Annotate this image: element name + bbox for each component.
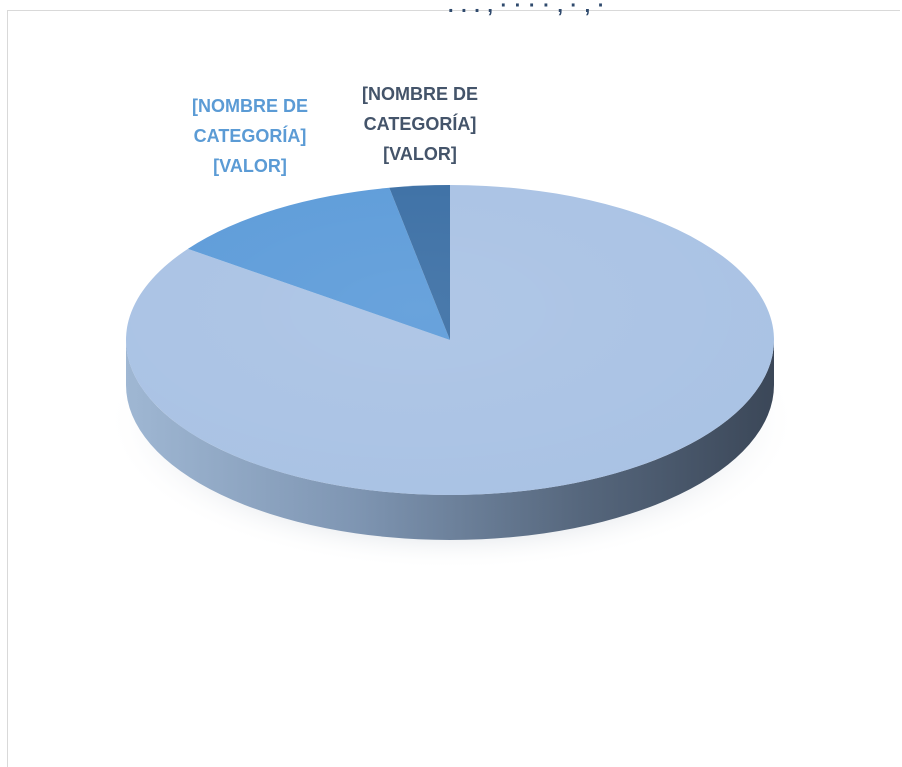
data-label-slice-3: [NOMBRE DE CATEGORÍA] [VALOR] — [362, 84, 478, 164]
pie-rim — [126, 340, 774, 540]
label-2-line-3: [VALOR] — [213, 156, 287, 176]
data-label-slice-2: [NOMBRE DE CATEGORÍA] [VALOR] — [192, 96, 308, 176]
label-2-line-2: CATEGORÍA] — [194, 125, 307, 146]
label-3-line-1: [NOMBRE DE — [362, 84, 478, 104]
chart-title-fragment: . . . , · · · · , · , · — [448, 0, 606, 17]
label-2-line-1: [NOMBRE DE — [192, 96, 308, 116]
pie-sheen — [126, 185, 774, 495]
label-3-line-3: [VALOR] — [383, 144, 457, 164]
label-3-line-2: CATEGORÍA] — [364, 113, 477, 134]
